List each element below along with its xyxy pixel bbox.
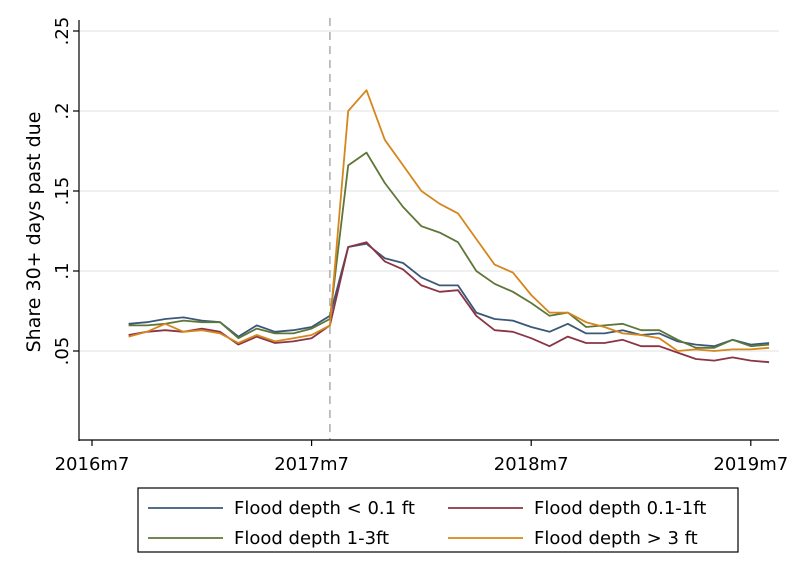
legend-label: Flood depth 1-3ft (234, 528, 389, 549)
y-tick-label: .15 (52, 177, 73, 206)
x-tick-label: 2018m7 (494, 454, 569, 475)
x-tick-label: 2017m7 (274, 454, 349, 475)
series-line-4 (128, 89, 770, 352)
series-line-2 (128, 241, 770, 364)
legend-label: Flood depth > 3 ft (534, 528, 698, 549)
series-line-3 (128, 151, 770, 349)
legend: Flood depth < 0.1 ft Flood depth 0.1-1ft F… (137, 487, 739, 553)
x-tick-label: 2016m7 (55, 454, 130, 475)
legend-box (137, 487, 739, 553)
axes (78, 20, 779, 441)
y-tick-label: .1 (52, 262, 73, 279)
x-ticks: 2016m7 2017m7 2018m7 2019m7 (55, 440, 788, 475)
y-tick-label: .25 (52, 17, 73, 46)
gridlines (80, 30, 779, 352)
y-tick-label: .2 (52, 102, 73, 119)
y-tick-label: .05 (52, 337, 73, 366)
series-line-1 (128, 242, 770, 348)
x-tick-label: 2019m7 (713, 454, 788, 475)
legend-label: Flood depth 0.1-1ft (534, 498, 706, 519)
y-axis-label: Share 30+ days past due (23, 112, 45, 353)
series-lines (128, 89, 770, 364)
legend-label: Flood depth < 0.1 ft (234, 498, 415, 519)
y-ticks: .05 .1 .15 .2 .25 (52, 17, 79, 366)
